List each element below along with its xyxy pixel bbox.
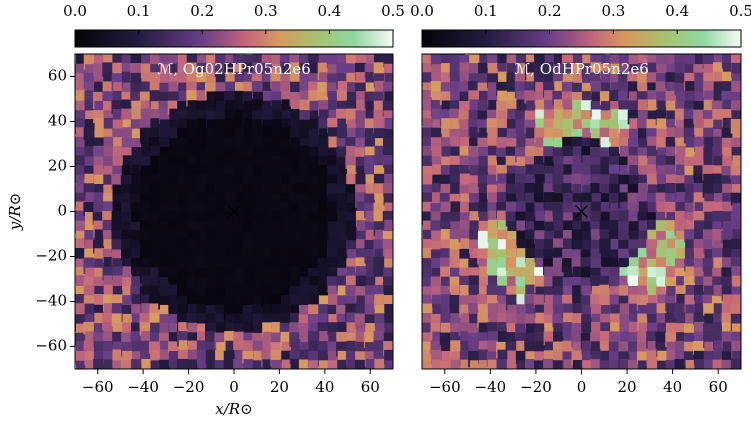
colorbar-tick-label: 0.2 (538, 2, 562, 20)
x-tick-label: −20 (173, 378, 205, 396)
x-tick-label: −60 (429, 378, 461, 396)
x-tick-label: 40 (315, 378, 334, 396)
colorbar (422, 30, 741, 47)
colorbar-tick-label: 0.1 (474, 2, 498, 20)
figure: ℳ, Og02HPr05n2e6 0.0 0.1 0.2 0.3 0.4 0.5 −60 −40… (0, 0, 751, 425)
panel-title: ℳ, OdHPr05n2e6 (514, 60, 649, 78)
y-tick-label: −60 (35, 337, 67, 355)
x-tick-label: −60 (82, 378, 114, 396)
x-tick-label: 20 (270, 378, 289, 396)
x-tick-label: −40 (475, 378, 507, 396)
colorbar-tick-label: 0.2 (190, 2, 214, 20)
x-tick-label: −20 (520, 378, 552, 396)
colorbar-tick-label: 0.5 (381, 2, 405, 20)
colorbar-tick-label: 0.5 (729, 2, 751, 20)
x-tick-label: 0 (577, 378, 587, 396)
y-tick-label: 0 (57, 202, 67, 220)
colorbar-tick-label: 0.0 (410, 2, 434, 20)
colorbar (75, 30, 393, 47)
x-tick-label: −40 (127, 378, 159, 396)
y-tick-label: −20 (35, 247, 67, 265)
colorbar-tick-label: 0.4 (665, 2, 689, 20)
colorbar-tick-label: 0.3 (601, 2, 625, 20)
colorbar-tick-label: 0.1 (127, 2, 151, 20)
y-tick-label: 60 (48, 67, 67, 85)
x-tick-label: 40 (663, 378, 682, 396)
x-tick-label: 60 (709, 378, 728, 396)
cell (731, 359, 748, 374)
y-tick-label: −40 (35, 292, 67, 310)
x-tick-label: 60 (361, 378, 380, 396)
colorbar-tick-label: 0.4 (317, 2, 341, 20)
x-tick-label: 20 (618, 378, 637, 396)
y-axis-label: y/R⊙ (6, 193, 24, 231)
panel-title: ℳ, Og02HPr05n2e6 (157, 60, 311, 78)
colorbar-tick-label: 0.3 (254, 2, 278, 20)
y-tick-label: 20 (48, 157, 67, 175)
colorbar-tick-label: 0.0 (63, 2, 87, 20)
y-tick-label: 40 (48, 112, 67, 130)
x-tick-label: 0 (229, 378, 239, 396)
x-axis-label: x/R⊙ (215, 400, 252, 418)
